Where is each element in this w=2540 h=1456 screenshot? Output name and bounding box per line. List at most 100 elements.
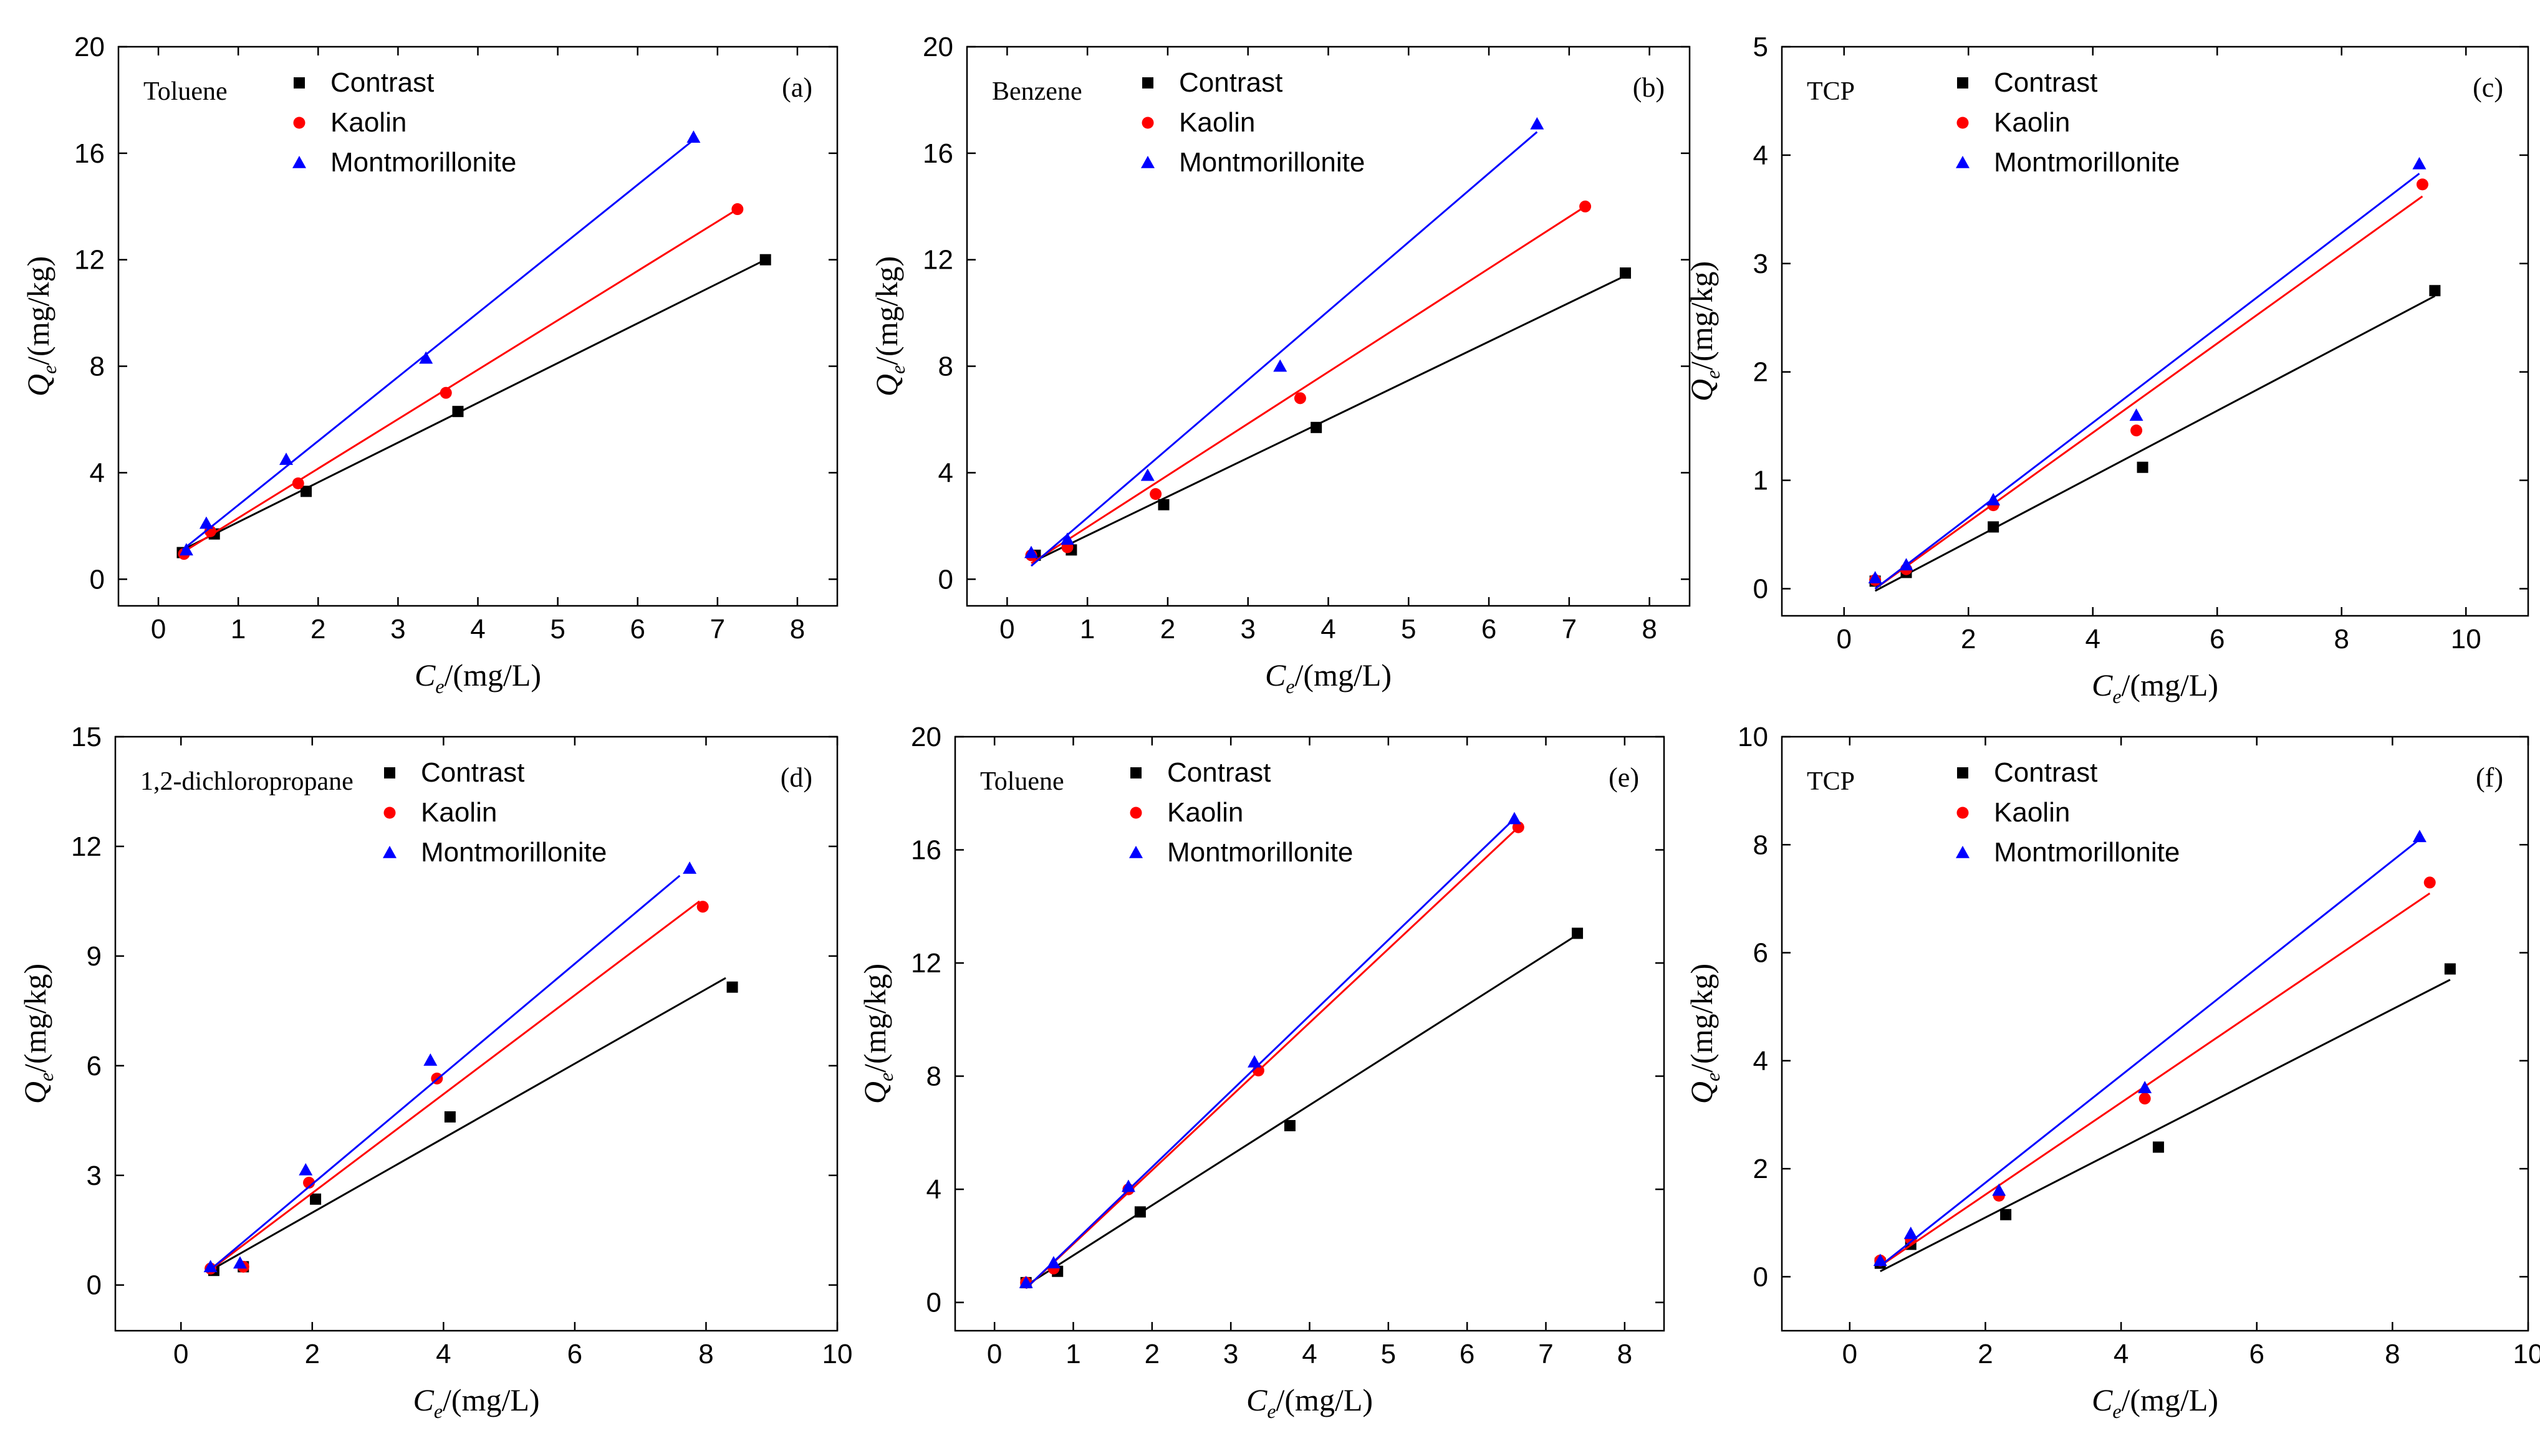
y-tick-label: 4 — [1753, 1046, 1768, 1076]
x-tick-label: 10 — [2513, 1339, 2540, 1369]
x-tick-label: 7 — [1538, 1339, 1553, 1369]
legend-marker-contrast — [1142, 77, 1153, 89]
y-tick-label: 8 — [90, 352, 105, 382]
plot-frame — [1781, 46, 2529, 617]
x-tick-label: 8 — [698, 1339, 713, 1369]
y-tick-label: 4 — [938, 457, 953, 488]
y-tick-label: 6 — [1753, 938, 1768, 969]
x-tick-label: 10 — [822, 1339, 853, 1369]
data-point-kaolin — [731, 203, 744, 216]
fit-line-contrast — [1874, 295, 2436, 592]
data-point-kaolin — [292, 477, 304, 490]
y-tick-label: 12 — [911, 948, 941, 979]
data-point-contrast — [1619, 267, 1631, 279]
x-axis-label: Ce/(mg/L) — [413, 1382, 539, 1422]
x-tick-label: 6 — [630, 614, 645, 644]
data-point-contrast — [2152, 1141, 2164, 1153]
fit-line-montmorillonite — [1879, 838, 2420, 1267]
legend-label-kaolin: Kaolin — [330, 107, 406, 138]
x-tick-label: 5 — [1401, 614, 1416, 644]
y-tick-label: 9 — [87, 941, 102, 972]
x-tick-label: 2 — [1145, 1339, 1160, 1369]
legend-label-montmorillonite: Montmorillonite — [330, 147, 516, 178]
fit-line-contrast — [1025, 934, 1578, 1286]
legend-marker-contrast — [384, 767, 395, 778]
legend-label-contrast: Contrast — [1167, 757, 1271, 788]
x-tick-label: 3 — [390, 614, 405, 644]
plot-frame — [966, 46, 1691, 607]
x-tick-label: 0 — [987, 1339, 1002, 1369]
legend-marker-montmorillonite — [1129, 846, 1143, 858]
fit-line-montmorillonite — [1874, 173, 2420, 590]
data-point-montmorillonite — [1060, 532, 1074, 545]
data-point-contrast — [310, 1193, 322, 1205]
fit-line-montmorillonite — [1031, 131, 1538, 567]
data-point-montmorillonite — [1903, 1227, 1918, 1239]
legend-label-contrast: Contrast — [421, 757, 524, 788]
legend-marker-montmorillonite — [292, 156, 306, 168]
legend-marker-contrast — [1130, 767, 1142, 778]
legend-marker-kaolin — [293, 117, 305, 129]
data-point-montmorillonite — [199, 516, 213, 529]
y-tick-label: 5 — [1753, 32, 1768, 62]
y-tick-label: 16 — [911, 835, 941, 866]
chart-panel-c: 0 2 4 6 8 10 0 1 2 3 4 5 Ce/(mg/L) Qe/(mg/kg) TCP (c) Co… — [1684, 32, 2529, 707]
data-point-kaolin — [2416, 178, 2428, 191]
panel-label: (f) — [2476, 762, 2503, 793]
data-point-contrast — [1158, 499, 1170, 510]
x-tick-label: 0 — [999, 614, 1014, 644]
x-tick-label: 5 — [550, 614, 565, 644]
y-tick-label: 2 — [1753, 1154, 1768, 1184]
x-tick-label: 2 — [310, 614, 325, 644]
data-point-contrast — [2000, 1209, 2012, 1220]
data-point-montmorillonite — [179, 543, 193, 556]
data-point-kaolin — [696, 901, 709, 913]
x-axis-label: Ce/(mg/L) — [415, 658, 541, 697]
x-tick-label: 3 — [1223, 1339, 1238, 1369]
legend-label-contrast: Contrast — [330, 67, 434, 98]
x-tick-label: 8 — [1642, 614, 1657, 644]
data-point-montmorillonite — [1899, 558, 1913, 571]
chart-panel-e: 0 1 2 3 4 5 6 7 8048121620Ce/(mg/L)Qe/(mg/kg)Tol… — [857, 722, 1665, 1422]
data-point-montmorillonite — [233, 1256, 248, 1269]
legend-label-contrast: Contrast — [1994, 757, 2097, 788]
legend-marker-contrast — [1957, 77, 1968, 89]
fit-line-montmorillonite — [1025, 818, 1516, 1290]
compound-name: TCP — [1807, 77, 1855, 106]
legend-marker-kaolin — [1142, 117, 1154, 129]
x-tick-label: 0 — [1842, 1339, 1857, 1369]
x-tick-label: 6 — [567, 1339, 582, 1369]
legend-label-kaolin: Kaolin — [1179, 107, 1255, 138]
y-tick-label: 0 — [1753, 574, 1768, 605]
data-point-montmorillonite — [1273, 359, 1287, 372]
data-point-contrast — [301, 486, 312, 497]
data-point-contrast — [1284, 1119, 1296, 1131]
compound-name: 1,2-dichloropropane — [140, 767, 354, 796]
y-tick-label: 20 — [74, 32, 105, 62]
legend-marker-contrast — [294, 77, 305, 89]
plot-frame — [954, 735, 1665, 1332]
legend-marker-montmorillonite — [1141, 156, 1155, 168]
y-tick-label: 3 — [1753, 249, 1768, 279]
x-axis-label: Ce/(mg/L) — [2092, 1382, 2218, 1422]
y-tick-label: 16 — [74, 138, 105, 169]
x-tick-label: 10 — [2451, 624, 2481, 654]
x-tick-label: 7 — [1562, 614, 1577, 644]
legend-marker-kaolin — [1130, 807, 1142, 819]
data-point-montmorillonite — [2412, 156, 2427, 170]
fit-line-kaolin — [181, 208, 738, 553]
data-point-montmorillonite — [1121, 1179, 1135, 1192]
data-point-kaolin — [440, 386, 452, 399]
legend-label-contrast: Contrast — [1994, 67, 2097, 98]
x-tick-label: 1 — [231, 614, 246, 644]
legend-label-kaolin: Kaolin — [1994, 797, 2070, 828]
data-point-montmorillonite — [2129, 408, 2143, 421]
data-point-kaolin — [1579, 200, 1592, 213]
data-point-contrast — [1572, 927, 1584, 939]
compound-name: Benzene — [992, 77, 1082, 106]
fit-line-contrast — [1880, 979, 2451, 1273]
x-tick-label: 8 — [790, 614, 805, 644]
data-point-montmorillonite — [1024, 545, 1039, 558]
legend-label-montmorillonite: Montmorillonite — [1167, 837, 1353, 868]
data-point-montmorillonite — [683, 861, 697, 874]
